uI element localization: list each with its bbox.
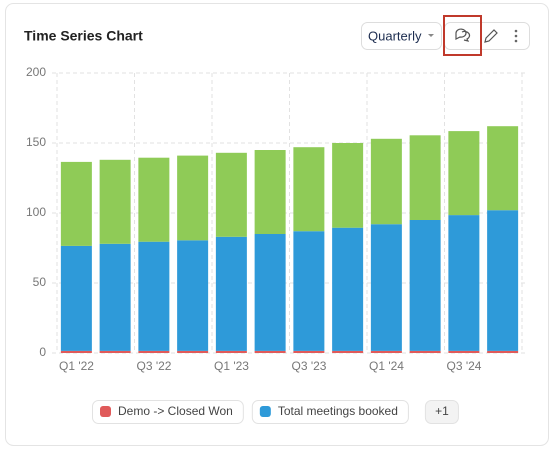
- bar-segment: [177, 240, 209, 351]
- x-tick-label: Q3 '22: [137, 359, 172, 373]
- y-tick-label: 200: [26, 65, 46, 79]
- chevron: [428, 34, 434, 37]
- comment-icon[interactable]: [455, 28, 471, 42]
- bar-segment: [99, 350, 131, 353]
- y-tick-label: 150: [26, 135, 46, 149]
- edit-icon[interactable]: [484, 29, 498, 43]
- x-tick-label: Q1 '24: [369, 359, 404, 373]
- y-tick-label: 50: [33, 275, 47, 289]
- y-tick-label: 100: [26, 205, 46, 219]
- x-tick-label: Q3 '24: [447, 359, 482, 373]
- legend-more[interactable]: +1: [435, 404, 449, 418]
- dot[interactable]: [514, 34, 518, 38]
- y-tick-label: 0: [39, 345, 46, 359]
- legend-label[interactable]: Demo -> Closed Won: [118, 404, 233, 418]
- bar-segment: [99, 159, 131, 244]
- bar-segment: [487, 350, 519, 353]
- x-tick-label: Q1 '22: [59, 359, 94, 373]
- bar-segment: [254, 150, 286, 234]
- bar-segment: [487, 126, 519, 211]
- bar-segment: [215, 152, 247, 237]
- chart-title: Time Series Chart: [24, 28, 143, 44]
- bar-segment: [409, 135, 441, 220]
- bar-segment: [293, 147, 325, 232]
- x-tick-label: Q1 '23: [214, 359, 249, 373]
- highlight-box: [443, 15, 482, 56]
- bar-segment: [254, 234, 286, 351]
- more-icon[interactable]: [514, 29, 518, 43]
- legend-swatch: [259, 406, 271, 417]
- bar-segment: [177, 155, 209, 241]
- bar-segment: [177, 350, 209, 353]
- legend-more-box[interactable]: [424, 400, 459, 424]
- bar-segment: [448, 131, 480, 216]
- bar-segment: [448, 350, 480, 353]
- legend-swatch: [100, 406, 111, 417]
- bar-segment: [60, 350, 92, 353]
- bar-segment: [293, 350, 325, 353]
- bar-segment: [60, 161, 92, 246]
- bar-segment: [448, 215, 480, 351]
- bar-segment: [138, 350, 170, 353]
- bar-segment: [409, 220, 441, 351]
- bar-segment: [370, 138, 402, 225]
- dropdown-label[interactable]: Quarterly: [368, 28, 422, 43]
- bar-segment: [370, 350, 402, 353]
- legend-item[interactable]: [92, 400, 244, 424]
- bar-segment: [215, 350, 247, 353]
- bar-segment: [293, 231, 325, 351]
- legend-item[interactable]: [251, 400, 409, 424]
- bar-segment: [99, 243, 131, 351]
- legend: Demo -> Closed Won Total meetings booked +…: [92, 400, 459, 424]
- bar-segment: [409, 350, 441, 353]
- bar-segment: [60, 245, 92, 351]
- bar-segment: [215, 236, 247, 351]
- comment-button[interactable]: [443, 15, 482, 56]
- bar-segment: [332, 350, 364, 353]
- bar-segment: [370, 224, 402, 351]
- bar-segment: [332, 227, 364, 351]
- legend-label[interactable]: Total meetings booked: [278, 404, 398, 418]
- bar-segment: [487, 210, 519, 351]
- dot[interactable]: [514, 29, 518, 33]
- dropdown-box[interactable]: [361, 22, 442, 50]
- bar-segment: [138, 157, 170, 242]
- bar-segment: [254, 350, 286, 353]
- dot[interactable]: [514, 39, 518, 43]
- x-tick-label: Q3 '23: [292, 359, 327, 373]
- period-dropdown[interactable]: Quarterly: [361, 22, 442, 50]
- bar-segment: [138, 241, 170, 351]
- bar-segment: [332, 143, 364, 228]
